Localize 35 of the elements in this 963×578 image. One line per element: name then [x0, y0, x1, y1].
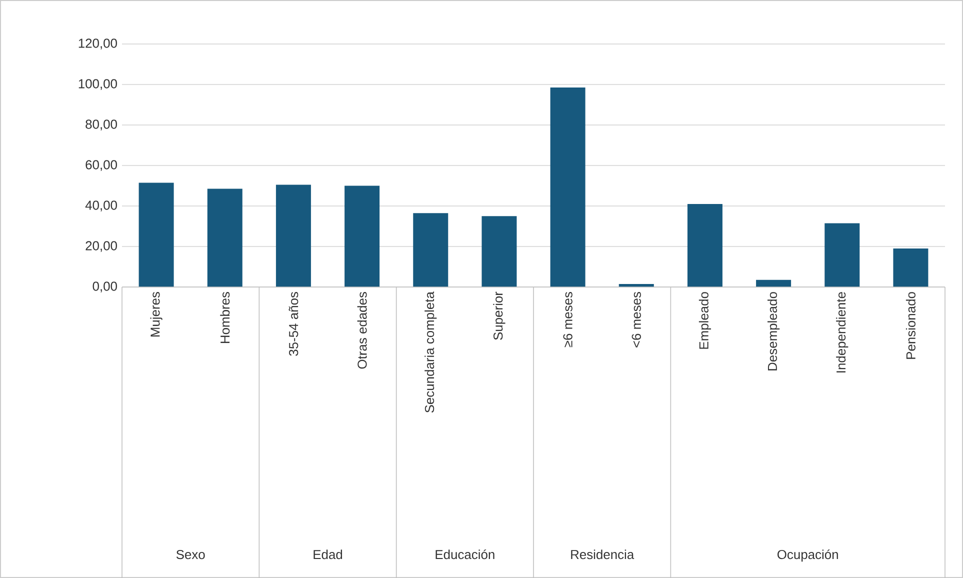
x-tick-label: <6 meses	[632, 292, 641, 348]
x-tick-label: Secundaria completa	[424, 291, 437, 412]
x-tick-label: Superior	[493, 292, 506, 340]
x-tick-label: Hombres	[220, 292, 230, 343]
y-tick-label: 80,00	[86, 119, 117, 130]
x-tick-label: Desempleado	[768, 292, 780, 370]
bar	[756, 280, 792, 287]
x-tick-label: Independiente	[836, 292, 848, 372]
bar	[687, 204, 722, 287]
text: Residencia	[571, 549, 634, 559]
y-tick-label: 120,00	[78, 38, 117, 50]
x-tick-label: Empleado	[698, 292, 711, 349]
y-tick-label: 100,00	[78, 78, 117, 90]
y-tick-label: 40,00	[85, 200, 117, 212]
y-tick-label: 60,00	[86, 160, 117, 171]
bar	[824, 223, 860, 287]
bar	[482, 216, 517, 287]
text: Ocupación	[777, 549, 838, 562]
text: Edad	[314, 549, 342, 559]
x-tick-label: Pensionado	[906, 292, 916, 359]
x-tick-label: Otras edades	[357, 292, 367, 368]
bar	[344, 186, 380, 287]
x-tick-label: Mujeres	[150, 292, 162, 336]
bar	[550, 87, 586, 287]
bar	[413, 212, 448, 287]
text: Educación	[436, 549, 494, 559]
y-tick-label: 20,00	[86, 240, 117, 252]
bar	[207, 188, 242, 287]
bar	[138, 182, 174, 287]
y-tick-label: 0,00	[92, 281, 117, 292]
bar	[276, 184, 311, 287]
bar	[893, 248, 928, 287]
text: Sexo	[176, 550, 205, 559]
x-tick-label: ≥6 meses	[563, 292, 572, 347]
x-tick-label: 35-54 años	[288, 292, 298, 356]
